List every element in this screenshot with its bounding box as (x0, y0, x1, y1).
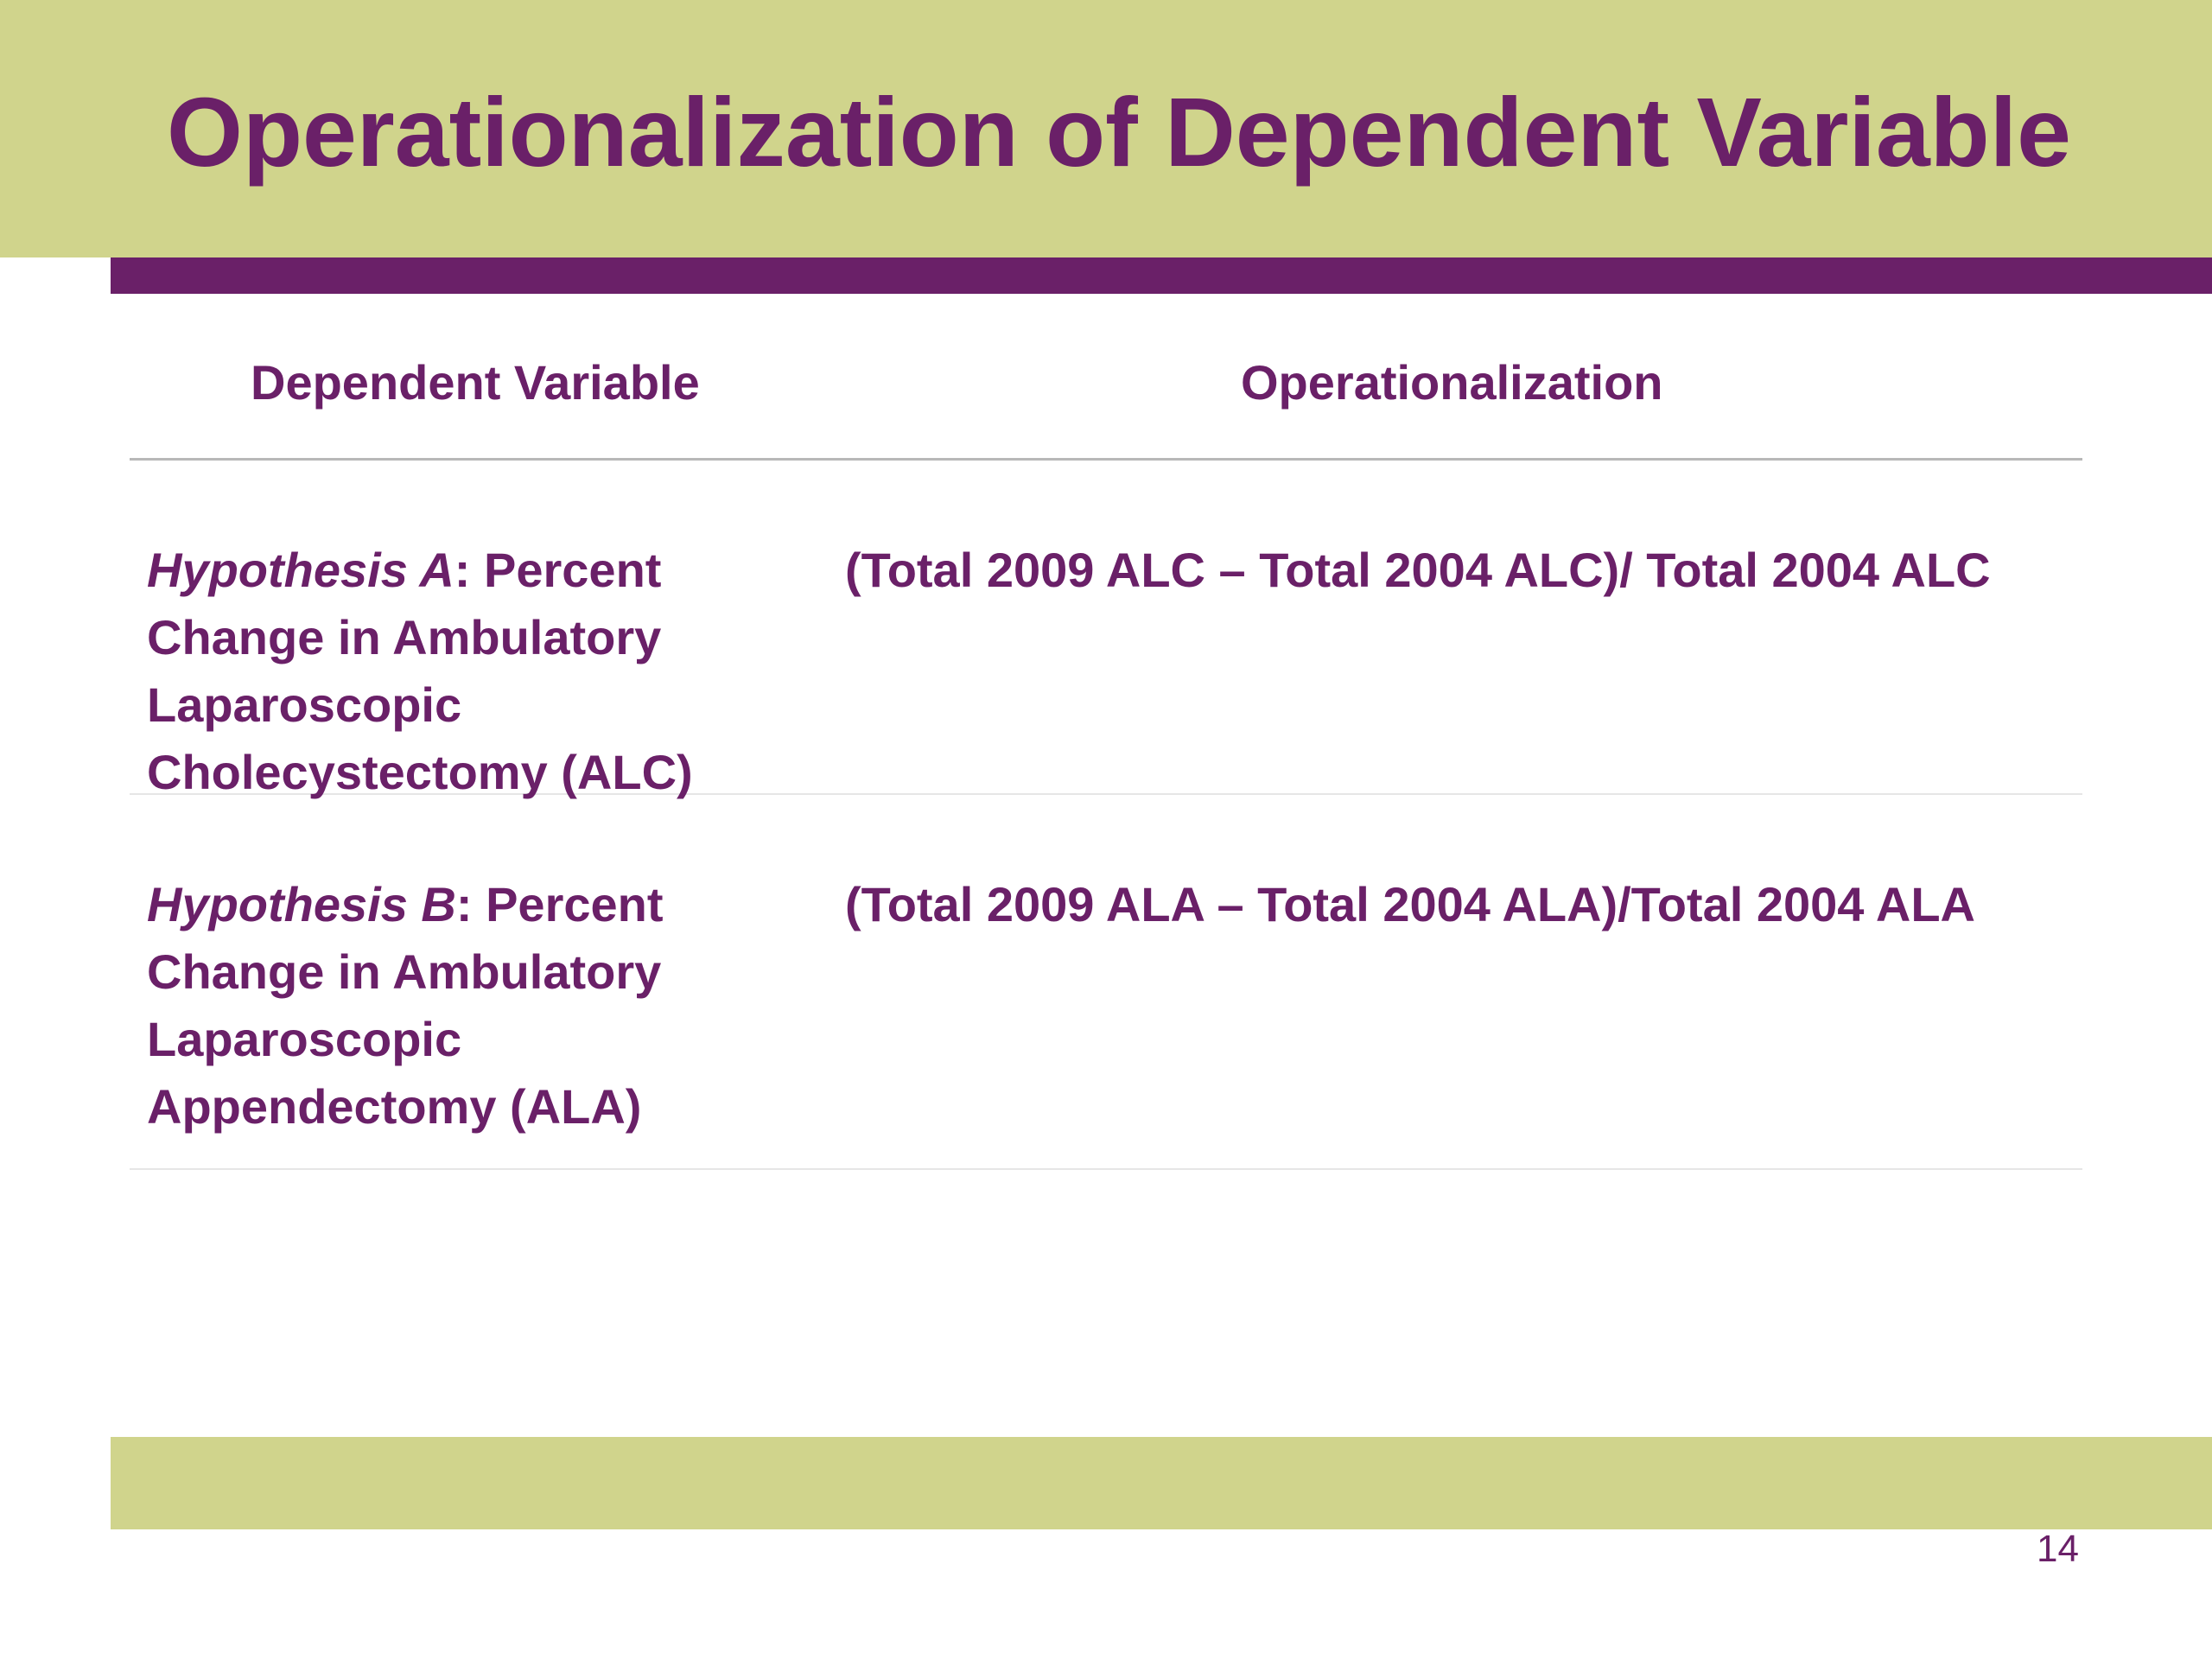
footer-band (111, 1437, 2212, 1529)
title-band (0, 0, 2212, 257)
slide-title: Operationalization of Dependent Variable (167, 78, 2071, 187)
dependent-variable-table: Dependent Variable Operationalization Hy… (130, 328, 2082, 1170)
dependent-variable-text: Percent Change in Ambulatory Laparoscopi… (147, 543, 693, 799)
dependent-variable-cell: Hypothesis A: Percent Change in Ambulato… (147, 537, 769, 806)
column-header-dependent-variable: Dependent Variable (251, 355, 700, 410)
slide-number: 14 (2037, 1528, 2079, 1570)
hypothesis-separator: : (455, 877, 473, 931)
hypothesis-separator: : (454, 543, 471, 597)
hypothesis-label: Hypothesis A (147, 543, 454, 597)
title-divider (111, 257, 2212, 294)
dependent-variable-cell: Hypothesis B: Percent Change in Ambulato… (147, 871, 769, 1141)
dependent-variable-text: Percent Change in Ambulatory Laparoscopi… (147, 877, 664, 1134)
operationalization-cell: (Total 2009 ALA – Total 2004 ALA)/Total … (845, 877, 1975, 931)
operationalization-cell: (Total 2009 ALC – Total 2004 ALC)/ Total… (845, 543, 1991, 597)
table-row: Hypothesis A: Percent Change in Ambulato… (130, 461, 2082, 799)
column-header-operationalization: Operationalization (1241, 355, 1663, 410)
table-header-row: Dependent Variable Operationalization (130, 328, 2082, 461)
hypothesis-label: Hypothesis B (147, 877, 456, 931)
table-row: Hypothesis B: Percent Change in Ambulato… (130, 795, 2082, 1170)
